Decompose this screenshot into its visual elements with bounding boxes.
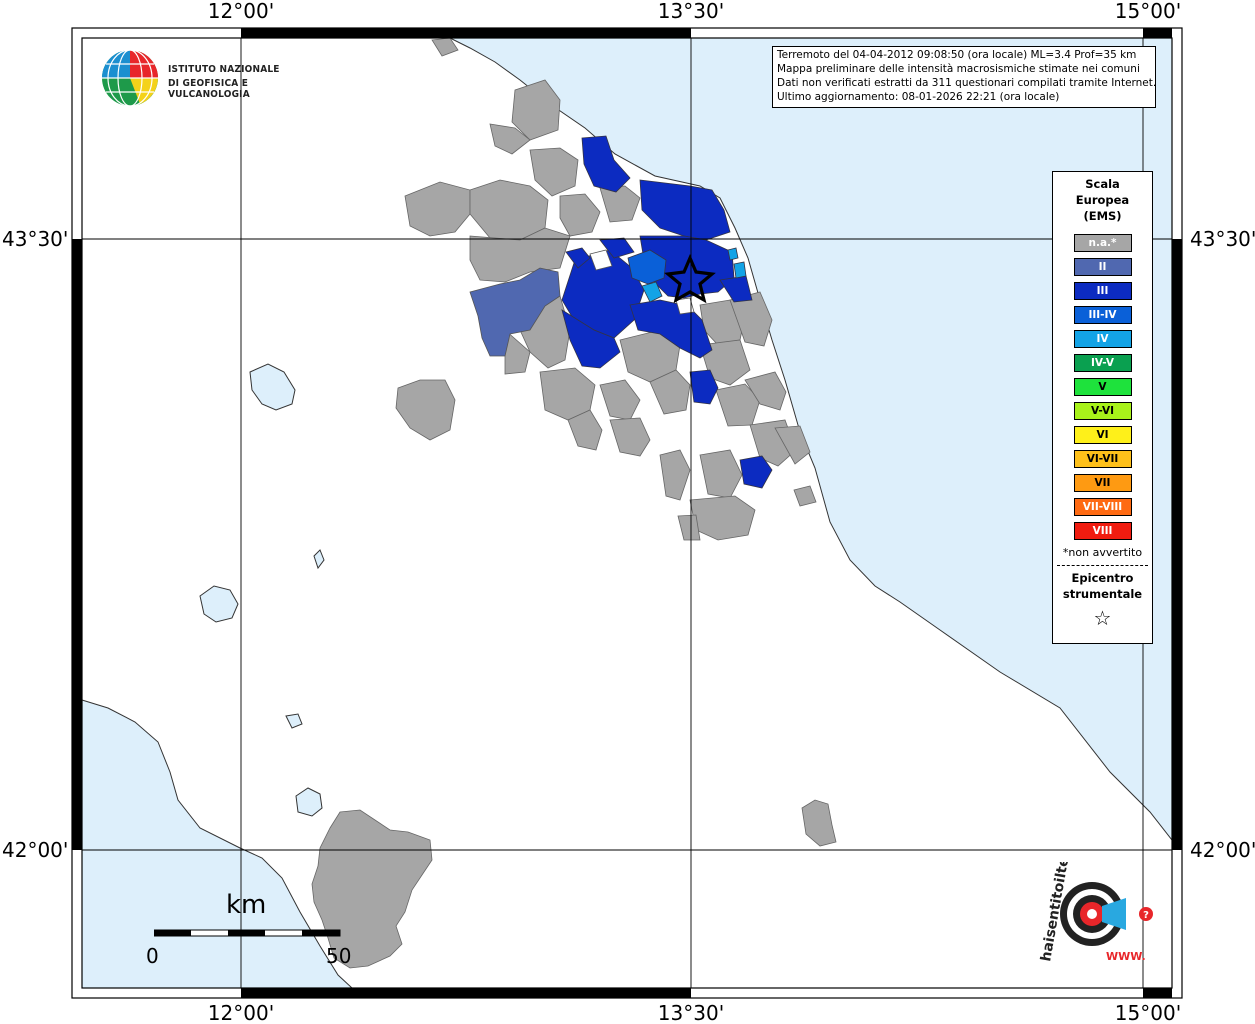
lat-label-left-2: 42°00': [2, 838, 68, 862]
legend-item: VI-VII: [1073, 450, 1132, 468]
legend-note: *non avvertito: [1062, 546, 1143, 559]
lon-label-bottom-3: 15°00': [1115, 1001, 1181, 1024]
legend-item: II: [1073, 258, 1132, 276]
legend-item: VII: [1073, 474, 1132, 492]
info-line-2: Mappa preliminare delle intensità macros…: [777, 63, 1140, 75]
lon-label-bottom-1: 12°00': [208, 1001, 274, 1024]
scale-min: 0: [146, 944, 159, 968]
info-box: Terremoto del 04-04-2012 09:08:50 (ora l…: [772, 46, 1156, 108]
legend-item: III: [1073, 282, 1132, 300]
lake-vico: [285, 713, 303, 729]
lat-label-right-1: 43°30': [1190, 227, 1255, 251]
legend-item: IV-V: [1073, 354, 1132, 372]
municipalities-na: [311, 37, 837, 969]
legend-item: n.a.*: [1073, 234, 1132, 252]
municipality-intensity-ii: [469, 267, 561, 357]
lake-trasimeno: [249, 363, 296, 411]
legend-epicentre-1: Epicentro: [1071, 571, 1134, 585]
info-line-3: Dati non verificati estratti da 311 ques…: [777, 77, 1157, 89]
adriatic-sea: [449, 37, 1173, 842]
legend-title-2: Europea: [1075, 193, 1130, 207]
tyrrhenian-sea: [81, 699, 354, 989]
municipalities-intensity-iv: [641, 247, 747, 303]
scale-unit: km: [226, 890, 267, 920]
legend-item: VIII: [1073, 522, 1132, 540]
lake-piediluco: [313, 549, 325, 570]
lat-label-right-2: 42°00': [1190, 838, 1255, 862]
legend-title: Scala Europea (EMS): [1053, 176, 1152, 224]
svg-text:?: ?: [1143, 910, 1149, 921]
ingv-logo: ISTITUTO NAZIONALE DI GEOFISICA E VULCAN…: [100, 48, 320, 110]
municipality-intensity-iii-iv: [627, 249, 667, 285]
lon-label-top-1: 12°00': [208, 0, 274, 23]
legend-title-3: (EMS): [1083, 209, 1122, 223]
lon-label-bottom-2: 13°30': [658, 1001, 724, 1024]
info-line-4: Ultimo aggiornamento: 08-01-2026 22:21 (…: [777, 91, 1060, 103]
info-line-1: Terremoto del 04-04-2012 09:08:50 (ora l…: [777, 49, 1137, 61]
legend-item: III-IV: [1073, 306, 1132, 324]
lon-label-top-2: 13°30': [658, 0, 724, 23]
legend-item: VII-VIII: [1073, 498, 1132, 516]
legend-item: V-VI: [1073, 402, 1132, 420]
haisentito-www: WWW.: [1106, 950, 1146, 963]
lat-label-left-1: 43°30': [2, 227, 68, 251]
legend-title-1: Scala: [1085, 177, 1120, 191]
globe-icon: [102, 49, 158, 107]
legend-epicentre: Epicentro strumentale: [1053, 570, 1152, 602]
legend-item: IV: [1073, 330, 1132, 348]
lake-bracciano: [295, 787, 323, 817]
legend-items: n.a.* II III III-IV IV IV-V V V-VI VI VI-VII VII VI…: [1053, 234, 1152, 540]
legend-item: VI: [1073, 426, 1132, 444]
legend: Scala Europea (EMS) n.a.* II III III-IV IV IV…: [1052, 171, 1153, 644]
legend-item: V: [1073, 378, 1132, 396]
scale-max: 50: [326, 944, 352, 968]
lake-bolsena: [199, 585, 239, 623]
lon-label-top-3: 15°00': [1115, 0, 1181, 23]
logo-line1: ISTITUTO NAZIONALE: [168, 64, 280, 75]
epicentre-star: [664, 253, 716, 304]
logo-line2: DI GEOFISICA E VULCANOLOGIA: [168, 78, 250, 100]
scale-bar: km 0 50: [146, 890, 360, 970]
municipalities-no-data: [589, 249, 695, 315]
municipalities-intensity-iii: [561, 135, 773, 489]
legend-separator: [1057, 565, 1148, 566]
star-icon: ☆: [1093, 606, 1112, 630]
haisentito-logo: ? haisentitoilterremoto.it WWW.: [1030, 776, 1160, 982]
scale-bar-graphic: [154, 929, 341, 937]
legend-epicentre-2: strumentale: [1062, 587, 1143, 601]
frame-bars: [72, 28, 1182, 998]
